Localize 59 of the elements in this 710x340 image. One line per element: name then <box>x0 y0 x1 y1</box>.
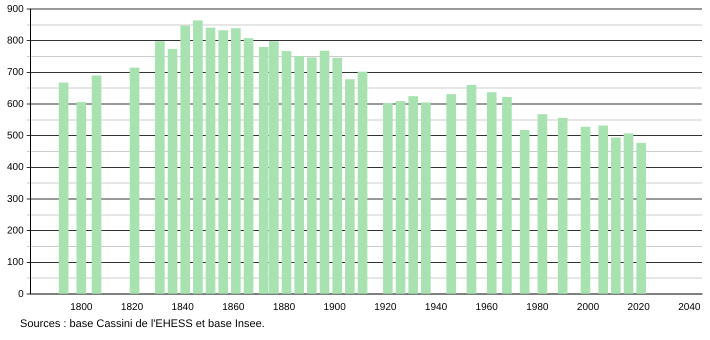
bar <box>580 126 590 294</box>
x-tick-label: 1900 <box>324 302 346 313</box>
bar <box>486 92 497 294</box>
y-tick-label: 400 <box>6 162 24 174</box>
y-tick-label: 200 <box>6 225 24 236</box>
x-tick-label: 1860 <box>222 302 245 313</box>
x-tick-label: 1840 <box>172 302 194 313</box>
bar <box>520 130 530 294</box>
bar <box>92 75 102 294</box>
y-tick-label: 700 <box>6 67 24 78</box>
bar <box>332 58 342 294</box>
bar <box>206 28 216 294</box>
bar <box>383 103 393 294</box>
bar <box>320 50 330 294</box>
bar <box>294 56 304 294</box>
bar <box>168 48 178 294</box>
y-tick-label: 600 <box>6 98 24 110</box>
x-tick-label: 2020 <box>628 302 650 313</box>
bar <box>408 96 418 294</box>
y-tick-label: 800 <box>6 35 24 46</box>
y-tick-label: 0 <box>18 288 24 300</box>
bar <box>130 68 140 294</box>
bar <box>358 72 368 294</box>
bar <box>58 82 68 294</box>
bar <box>231 28 241 294</box>
x-tick-label: 1920 <box>374 302 397 313</box>
bar <box>307 57 317 294</box>
bar <box>155 41 165 294</box>
x-tick-label: 1940 <box>424 302 448 313</box>
bar <box>218 30 228 294</box>
bar <box>244 38 254 294</box>
bar <box>466 84 476 294</box>
x-tick-label: 2000 <box>576 302 600 313</box>
bar <box>193 20 203 294</box>
bar <box>446 94 456 294</box>
bar <box>636 142 646 294</box>
bar <box>502 97 512 294</box>
bar <box>180 26 190 294</box>
x-tick-label: 1800 <box>70 302 93 313</box>
y-tick-label: 500 <box>6 130 24 142</box>
bar <box>345 79 355 294</box>
bar <box>598 126 608 294</box>
bar <box>624 133 634 294</box>
x-tick-label: 1960 <box>476 302 498 313</box>
x-tick-label: 1880 <box>272 302 296 313</box>
x-tick-label: 1820 <box>120 302 144 313</box>
y-tick-label: 300 <box>6 194 24 205</box>
bar <box>396 101 406 294</box>
source-note: Sources : base Cassini de l'EHESS et base Insee. <box>20 318 265 330</box>
x-tick-label: 2040 <box>678 302 701 313</box>
bar <box>611 138 621 294</box>
y-tick-label: 900 <box>6 4 24 15</box>
y-tick-label: 100 <box>6 257 24 268</box>
bar <box>282 51 292 294</box>
bar <box>538 114 548 294</box>
bar <box>421 102 431 294</box>
x-tick-label: 1980 <box>526 302 549 313</box>
bar <box>76 102 86 294</box>
bar <box>558 118 568 294</box>
